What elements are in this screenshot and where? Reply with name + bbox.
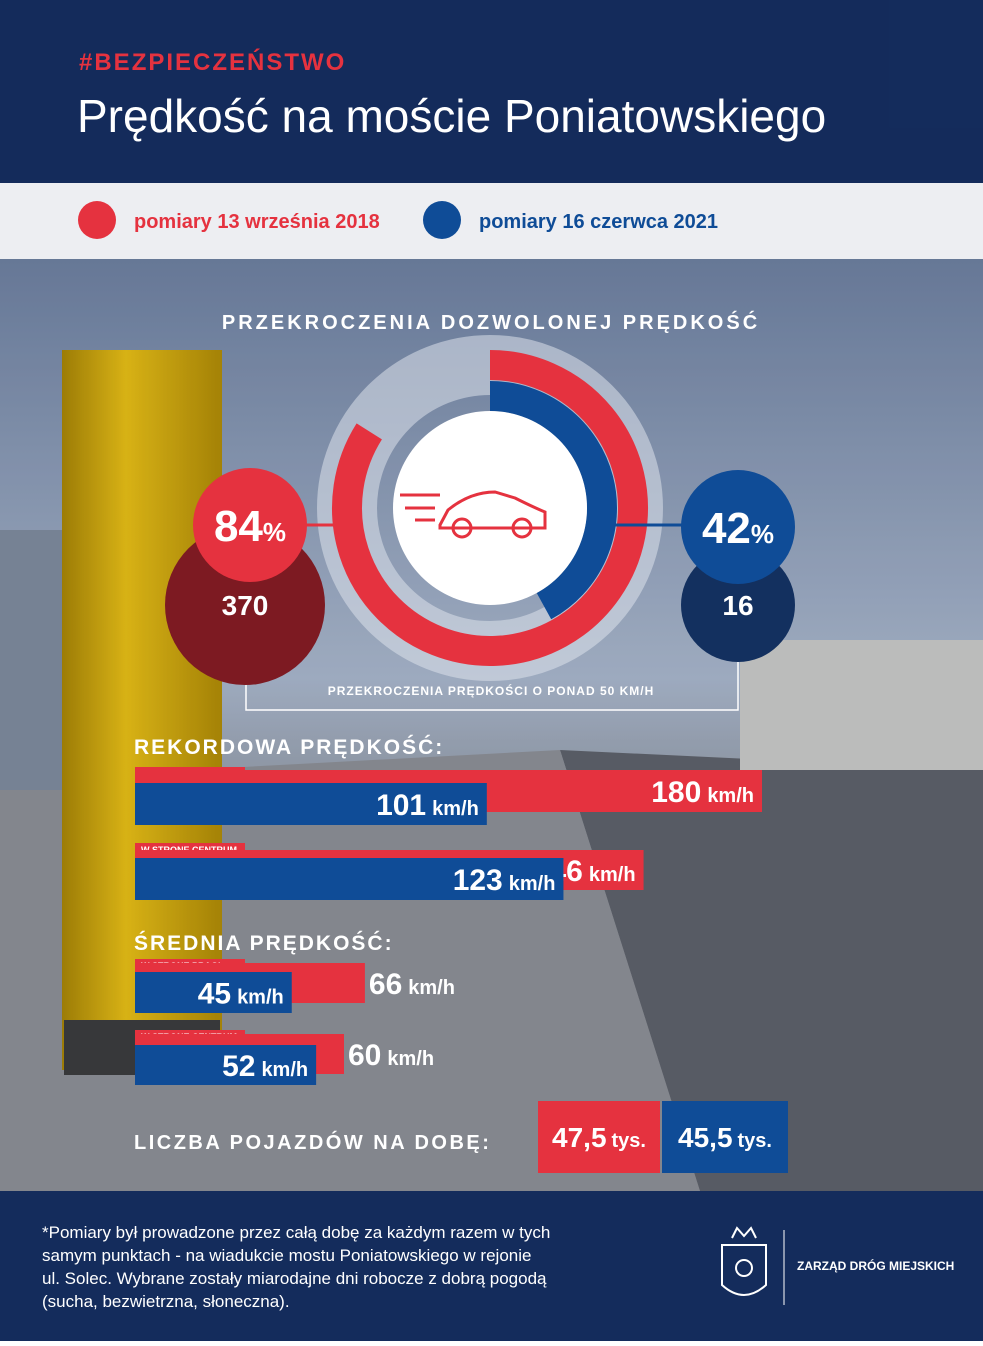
section-title: ŚREDNIA PRĘDKOŚĆ: (134, 931, 394, 955)
vehicle-unit: tys. (612, 1130, 646, 1152)
org-name: ZARZĄD DRÓG MIEJSKICH (797, 1258, 954, 1273)
legend-label: pomiary 16 czerwca 2021 (479, 211, 718, 233)
bar-unit: km/h (707, 785, 754, 807)
donut-title: PRZEKROCZENIA DOZWOLONEJ PRĘDKOŚĆ (222, 310, 760, 334)
vehicle-box (662, 1101, 788, 1173)
percent-circle (193, 468, 307, 582)
footer-bg (0, 1191, 983, 1341)
donut-center (393, 411, 587, 605)
percent-circle (681, 470, 795, 584)
bar-unit: km/h (509, 873, 556, 895)
car-icon (400, 490, 547, 539)
title: Prędkość na moście Poniatowskiego (77, 90, 826, 142)
legend-dot (423, 201, 461, 239)
bar-value: 123 (453, 864, 503, 897)
bar (135, 1045, 317, 1085)
legend-dot (78, 201, 116, 239)
header-bg (0, 0, 983, 183)
bar-unit: km/h (432, 798, 479, 820)
bar-value: 66 (369, 968, 402, 1001)
bar-label: 45 km/h (198, 978, 284, 1011)
section-title: LICZBA POJAZDÓW NA DOBĘ: (134, 1130, 491, 1154)
logo (721, 1226, 767, 1296)
bar-label: 123 km/h (453, 864, 556, 897)
bar-unit: km/h (408, 977, 455, 999)
bar-value: 101 (376, 789, 426, 822)
bar (135, 858, 564, 900)
footnote: (sucha, bezwietrzna, słoneczna). (42, 1292, 290, 1311)
percent-unit: % (263, 517, 286, 547)
bar-unit: km/h (589, 864, 636, 886)
footnote: ul. Solec. Wybrane zostały miarodajne dn… (42, 1269, 547, 1288)
bar-label: 60 km/h (348, 1039, 434, 1072)
bar-value: 52 (222, 1050, 255, 1083)
count-value: 370 (222, 590, 269, 621)
tag: #BEZPIECZEŃSTWO (79, 48, 346, 76)
section-title: REKORDOWA PRĘDKOŚĆ: (134, 735, 444, 759)
bar-label: 101 km/h (376, 789, 479, 822)
footnote: samym punktach - na wiadukcie mostu Poni… (42, 1246, 531, 1265)
counts-label: PRZEKROCZENIA PRĘDKOŚCI O PONAD 50 KM/H (328, 683, 655, 698)
bar-value: 45 (198, 978, 231, 1011)
road (560, 750, 983, 1191)
vehicle-box (538, 1101, 660, 1173)
bar-label: 66 km/h (369, 968, 455, 1001)
legend-bg (0, 183, 983, 259)
bar-unit: km/h (261, 1059, 308, 1081)
vehicle-label: 47,5 tys. (552, 1122, 646, 1153)
bar-label: 52 km/h (222, 1050, 308, 1083)
bar (135, 783, 487, 825)
bar-value: 60 (348, 1039, 381, 1072)
bar-value: 180 (651, 776, 701, 809)
legend-label: pomiary 13 września 2018 (134, 211, 380, 233)
bar-unit: km/h (387, 1048, 434, 1070)
percent-value: 84 (214, 502, 263, 551)
bar-unit: km/h (237, 987, 284, 1009)
donut-ring (332, 350, 648, 666)
count-value: 16 (722, 590, 753, 621)
count-circle (681, 548, 795, 662)
vehicle-value: 45,5 (678, 1122, 733, 1153)
vehicle-label: 45,5 tys. (678, 1122, 772, 1153)
speed-camera (62, 350, 222, 1070)
percent-label: 42% (702, 504, 774, 553)
percent-label: 84% (214, 502, 286, 551)
bar-label: 180 km/h (651, 776, 754, 809)
building (740, 640, 983, 770)
building (0, 530, 70, 790)
donut-ring (489, 381, 617, 620)
footnote: *Pomiary był prowadzone przez całą dobę … (42, 1223, 550, 1242)
bar (135, 972, 292, 1013)
percent-unit: % (751, 519, 774, 549)
vehicle-value: 47,5 (552, 1122, 607, 1153)
vehicle-unit: tys. (738, 1130, 772, 1152)
percent-value: 42 (702, 504, 751, 553)
